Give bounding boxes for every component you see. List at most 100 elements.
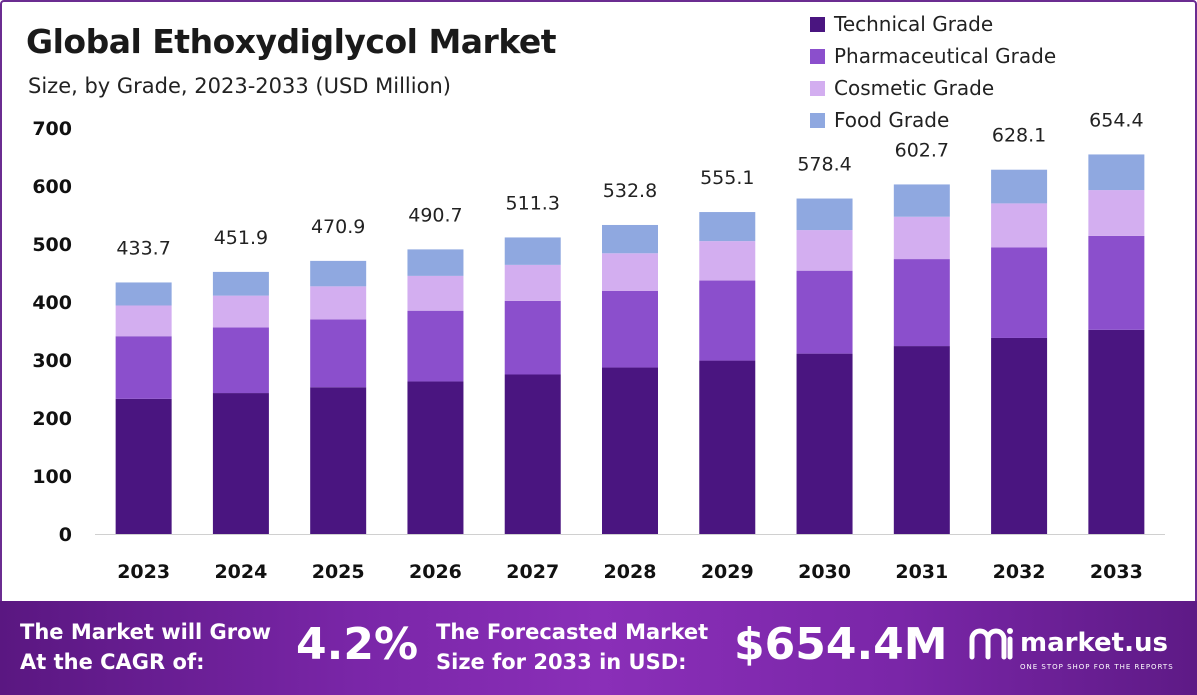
bar-2026-pharmaceutical-grade <box>407 310 464 382</box>
bar-2033-cosmetic-grade <box>1088 190 1145 236</box>
bar-2030-pharmaceutical-grade <box>796 270 853 354</box>
x-tick-label-2025: 2025 <box>312 561 365 583</box>
x-tick-label-2031: 2031 <box>895 561 948 583</box>
brand-name: market.us <box>1020 628 1168 658</box>
bar-2029-cosmetic-grade <box>699 241 756 281</box>
x-tick-label-2030: 2030 <box>798 561 851 583</box>
cagr-caption-line2: At the CAGR of: <box>20 650 205 674</box>
legend-swatch-technical <box>810 16 825 32</box>
legend-label-pharmaceutical: Pharmaceutical Grade <box>834 44 1057 68</box>
bar-2027-food-grade <box>504 237 561 265</box>
x-tick-label-2026: 2026 <box>409 561 462 583</box>
y-tick-label-200: 200 <box>32 408 72 430</box>
bar-2030-technical-grade <box>796 353 853 534</box>
total-label-2024: 451.9 <box>214 227 268 249</box>
bar-2024-pharmaceutical-grade <box>212 327 269 394</box>
bar-2030-food-grade <box>796 198 853 231</box>
legend-swatch-pharmaceutical <box>810 48 825 64</box>
legend-label-technical: Technical Grade <box>834 12 994 36</box>
bar-2028-cosmetic-grade <box>602 253 658 291</box>
bar-2027-pharmaceutical-grade <box>504 300 561 375</box>
x-tick-label-2028: 2028 <box>604 561 657 583</box>
bar-2024-technical-grade <box>212 393 269 534</box>
y-tick-label-0: 0 <box>59 524 72 546</box>
total-label-2033: 654.4 <box>1089 109 1143 131</box>
bar-2027-cosmetic-grade <box>504 264 561 301</box>
bar-2032-pharmaceutical-grade <box>991 247 1048 338</box>
cagr-value: 4.2% <box>296 619 419 670</box>
chart-title: Global Ethoxydiglycol Market <box>26 22 557 61</box>
bar-2023-cosmetic-grade <box>115 305 172 337</box>
total-label-2026: 490.7 <box>408 204 462 226</box>
bar-2029-technical-grade <box>699 360 756 534</box>
x-tick-label-2033: 2033 <box>1090 561 1143 583</box>
chart-subtitle: Size, by Grade, 2023-2033 (USD Million) <box>28 74 451 98</box>
bar-2026-cosmetic-grade <box>407 275 464 311</box>
bar-2023-pharmaceutical-grade <box>115 336 172 399</box>
x-tick-label-2029: 2029 <box>701 561 754 583</box>
x-tick-label-2032: 2032 <box>993 561 1046 583</box>
legend-swatch-food <box>810 112 825 128</box>
bar-2028-technical-grade <box>602 367 658 534</box>
total-label-2030: 578.4 <box>797 154 851 176</box>
bar-2025-cosmetic-grade <box>310 286 367 320</box>
footer-banner: The Market will Grow At the CAGR of: 4.2… <box>0 601 1197 695</box>
bar-2033-food-grade <box>1088 154 1145 191</box>
bar-2025-food-grade <box>310 260 367 287</box>
bar-2024-food-grade <box>212 271 269 296</box>
total-label-2025: 470.9 <box>311 216 365 238</box>
legend-label-cosmetic: Cosmetic Grade <box>834 76 995 100</box>
forecast-caption: The Forecasted Market Size for 2033 in U… <box>436 617 708 677</box>
bar-2033-technical-grade <box>1088 329 1145 534</box>
bar-2033-pharmaceutical-grade <box>1088 235 1145 330</box>
x-tick-label-2024: 2024 <box>214 561 267 583</box>
y-tick-label-500: 500 <box>32 234 72 256</box>
legend-label-food: Food Grade <box>834 108 950 132</box>
total-label-2031: 602.7 <box>895 139 949 161</box>
bar-2025-technical-grade <box>310 387 367 534</box>
x-tick-label-2023: 2023 <box>117 561 170 583</box>
brand-tagline: ONE STOP SHOP FOR THE REPORTS <box>1020 663 1174 671</box>
bar-2031-food-grade <box>893 184 950 217</box>
total-label-2032: 628.1 <box>992 125 1046 147</box>
market-us-logo-icon <box>969 628 1013 660</box>
forecast-value: $654.4M <box>734 619 948 670</box>
legend-item-food-grade[interactable]: Food Grade <box>810 104 1056 136</box>
legend-item-cosmetic-grade[interactable]: Cosmetic Grade <box>810 72 1056 104</box>
brand-logo[interactable]: market.us <box>968 623 1168 663</box>
legend-item-technical-grade[interactable]: Technical Grade <box>810 8 1056 40</box>
cagr-caption: The Market will Grow At the CAGR of: <box>20 617 271 677</box>
bar-2030-cosmetic-grade <box>796 230 853 271</box>
total-label-2023: 433.7 <box>116 237 170 259</box>
bar-2023-technical-grade <box>115 398 172 534</box>
y-tick-label-600: 600 <box>32 176 72 198</box>
bar-2024-cosmetic-grade <box>212 295 269 328</box>
y-tick-label-300: 300 <box>32 350 72 372</box>
total-label-2028: 532.8 <box>603 180 657 202</box>
total-label-2029: 555.1 <box>700 167 754 189</box>
legend: Technical Grade Pharmaceutical Grade Cos… <box>810 8 1056 136</box>
bar-2027-technical-grade <box>504 374 561 534</box>
bar-2028-food-grade <box>602 224 658 254</box>
y-tick-label-700: 700 <box>32 118 72 140</box>
bar-2025-pharmaceutical-grade <box>310 319 367 388</box>
bar-2029-food-grade <box>699 212 756 242</box>
bar-2023-food-grade <box>115 282 172 306</box>
cagr-caption-line1: The Market will Grow <box>20 620 271 644</box>
bar-2028-pharmaceutical-grade <box>602 290 658 368</box>
forecast-caption-line2: Size for 2033 in USD: <box>436 650 687 674</box>
forecast-caption-line1: The Forecasted Market <box>436 620 709 644</box>
legend-item-pharmaceutical-grade[interactable]: Pharmaceutical Grade <box>810 40 1056 72</box>
y-tick-label-400: 400 <box>32 292 72 314</box>
bar-2031-technical-grade <box>893 346 950 534</box>
bar-2031-pharmaceutical-grade <box>893 259 950 347</box>
bar-2031-cosmetic-grade <box>893 216 950 260</box>
legend-swatch-cosmetic <box>810 80 825 96</box>
bar-2026-food-grade <box>407 249 464 276</box>
bar-2032-cosmetic-grade <box>991 203 1048 248</box>
total-label-2027: 511.3 <box>506 192 560 214</box>
bar-2026-technical-grade <box>407 381 464 534</box>
bar-2032-food-grade <box>991 169 1048 204</box>
y-tick-label-100: 100 <box>32 466 72 488</box>
bar-2032-technical-grade <box>991 337 1048 534</box>
